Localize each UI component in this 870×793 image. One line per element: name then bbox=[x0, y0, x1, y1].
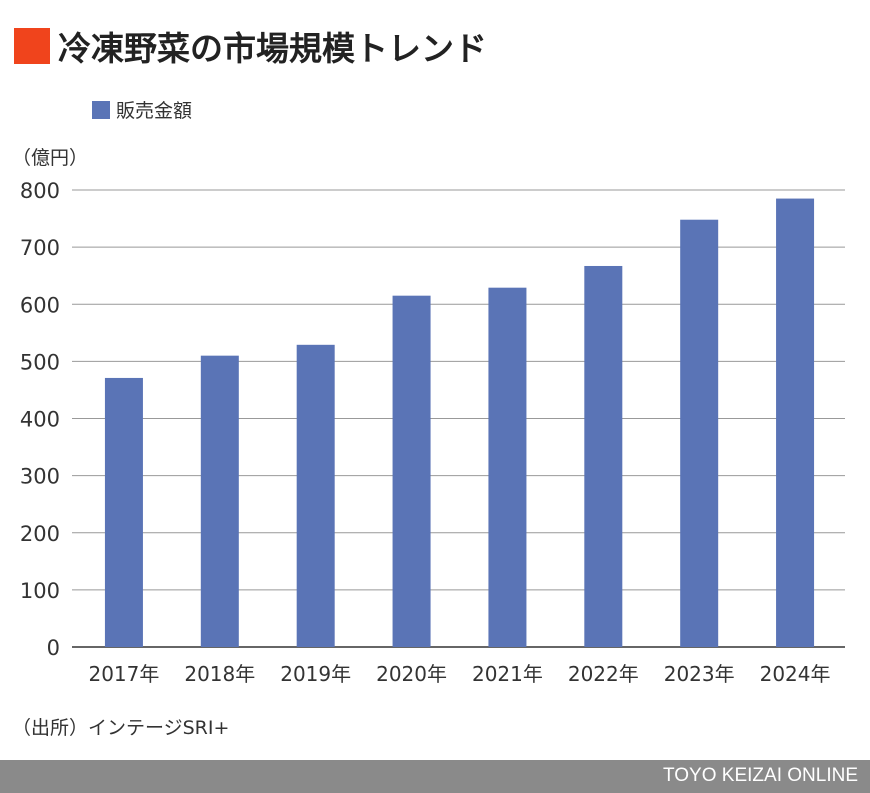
title-text: 冷凍野菜の市場規模トレンド bbox=[58, 29, 487, 68]
bar bbox=[104, 377, 143, 647]
legend-swatch bbox=[92, 100, 110, 119]
footer-brand: TOYO KEIZAI ONLINE bbox=[663, 765, 858, 786]
bar bbox=[776, 198, 815, 647]
bar bbox=[488, 287, 527, 647]
x-tick-label: 2022年 bbox=[568, 662, 639, 686]
y-tick-label: 700 bbox=[20, 236, 60, 260]
bar bbox=[392, 295, 431, 647]
footer-bar: TOYO KEIZAI ONLINE bbox=[0, 760, 870, 793]
x-tick-label: 2018年 bbox=[184, 662, 255, 686]
y-tick-label: 200 bbox=[20, 522, 60, 546]
x-tick-label: 2021年 bbox=[472, 662, 543, 686]
x-tick-label: 2020年 bbox=[376, 662, 447, 686]
bar bbox=[680, 219, 719, 647]
y-axis-unit: （億円） bbox=[12, 147, 89, 169]
x-tick-label: 2019年 bbox=[280, 662, 351, 686]
y-tick-label: 500 bbox=[20, 350, 60, 374]
bar bbox=[584, 265, 623, 647]
y-tick-label: 800 bbox=[20, 179, 60, 203]
legend-label: 販売金額 bbox=[116, 100, 193, 122]
x-tick-label: 2017年 bbox=[88, 662, 159, 686]
bar-chart: 0 100 200 300 400 500 600 700 800 2017年 2018年 2019年… bbox=[20, 179, 845, 686]
x-tick-label: 2024年 bbox=[760, 662, 831, 686]
chart-title: 冷凍野菜の市場規模トレンド bbox=[14, 22, 487, 70]
legend: 販売金額 bbox=[92, 96, 192, 123]
x-tick-label: 2023年 bbox=[664, 662, 735, 686]
source-note: （出所）インテージSRI+ bbox=[12, 717, 230, 739]
y-tick-label: 400 bbox=[20, 408, 60, 432]
y-tick-label: 0 bbox=[47, 636, 60, 660]
bar bbox=[200, 355, 239, 647]
y-tick-label: 600 bbox=[20, 293, 60, 317]
bar bbox=[296, 344, 335, 647]
y-tick-label: 100 bbox=[20, 579, 60, 603]
title-marker-icon bbox=[14, 28, 50, 64]
y-tick-label: 300 bbox=[20, 465, 60, 489]
